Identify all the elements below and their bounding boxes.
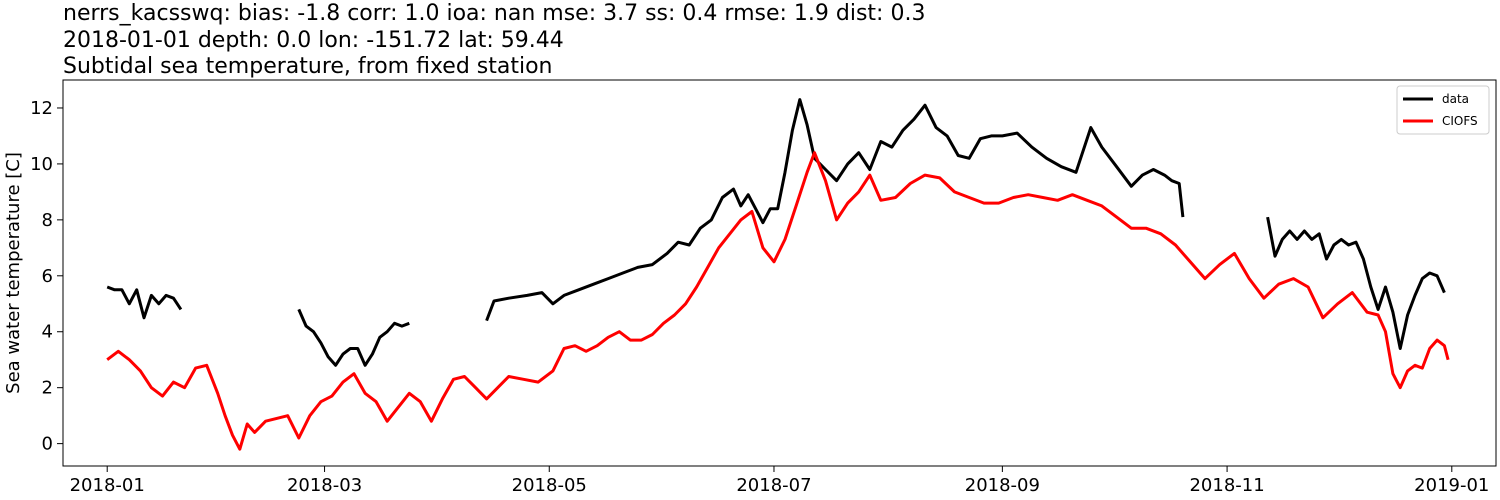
y-tick-label: 2 (42, 378, 53, 399)
series-line-data-2 (485, 98, 1185, 322)
title-line-location: 2018-01-01 depth: 0.0 lon: -151.72 lat: … (63, 28, 564, 53)
x-tick-label: 2018-09 (965, 475, 1040, 496)
y-tick-label: 10 (30, 154, 53, 175)
title-line-stats: nerrs_kacsswq: bias: -1.8 corr: 1.0 ioa:… (63, 1, 926, 26)
series-line-data-0 (106, 285, 183, 320)
x-tick-label: 2018-03 (287, 475, 362, 496)
y-tick-label: 6 (42, 266, 53, 287)
x-tick-label: 2018-05 (512, 475, 587, 496)
title-line-description: Subtidal sea temperature, from fixed sta… (63, 54, 553, 79)
x-tick-label: 2018-11 (1189, 475, 1264, 496)
x-tick-label: 2018-07 (736, 475, 811, 496)
y-axis-label: Sea water temperature [C] (3, 152, 24, 394)
plot-frame (62, 79, 1497, 467)
legend-label-data: data (1442, 92, 1469, 106)
x-tick-label: 2019-01 (1414, 475, 1489, 496)
legend-label-ciofs: CIOFS (1442, 114, 1478, 128)
y-tick-label: 12 (30, 98, 53, 119)
y-tick-label: 8 (42, 210, 53, 231)
y-tick-label: 4 (42, 322, 53, 343)
x-tick-label: 2018-01 (70, 475, 145, 496)
y-tick-label: 0 (42, 434, 53, 455)
series-line-ciofs-0 (106, 151, 1450, 451)
series-line-data-3 (1266, 216, 1446, 350)
series-line-data-1 (297, 308, 410, 367)
